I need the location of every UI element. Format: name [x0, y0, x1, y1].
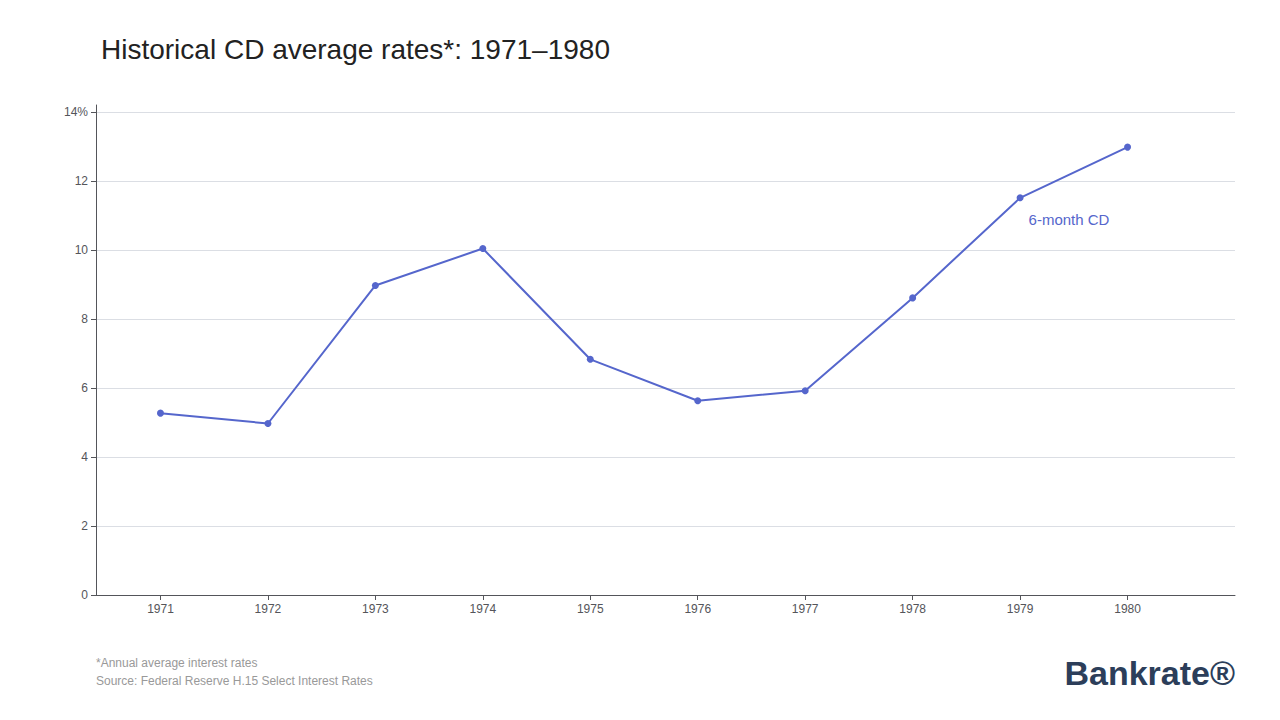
svg-text:1976: 1976 — [684, 602, 711, 616]
svg-text:6-month CD: 6-month CD — [1029, 211, 1110, 228]
svg-text:14%: 14% — [64, 105, 88, 119]
svg-text:6: 6 — [81, 381, 88, 395]
svg-text:8: 8 — [81, 312, 88, 326]
svg-text:4: 4 — [81, 450, 88, 464]
svg-text:1972: 1972 — [255, 602, 282, 616]
svg-text:*Annual average interest rates: *Annual average interest rates — [96, 656, 257, 670]
svg-text:1978: 1978 — [899, 602, 926, 616]
svg-text:1980: 1980 — [1114, 602, 1141, 616]
svg-text:2: 2 — [81, 519, 88, 533]
svg-text:1973: 1973 — [362, 602, 389, 616]
svg-text:12: 12 — [75, 174, 89, 188]
svg-text:1974: 1974 — [469, 602, 496, 616]
svg-text:Source: Federal Reserve H.15 S: Source: Federal Reserve H.15 Select Inte… — [96, 674, 373, 688]
svg-text:10: 10 — [75, 243, 89, 257]
svg-text:0: 0 — [81, 588, 88, 602]
svg-text:Bankrate®: Bankrate® — [1064, 654, 1235, 692]
svg-text:1971: 1971 — [147, 602, 174, 616]
svg-text:Historical CD average rates*:: Historical CD average rates*: 1971–1980 — [101, 34, 610, 65]
svg-text:1975: 1975 — [577, 602, 604, 616]
svg-text:1977: 1977 — [792, 602, 819, 616]
svg-text:1979: 1979 — [1007, 602, 1034, 616]
